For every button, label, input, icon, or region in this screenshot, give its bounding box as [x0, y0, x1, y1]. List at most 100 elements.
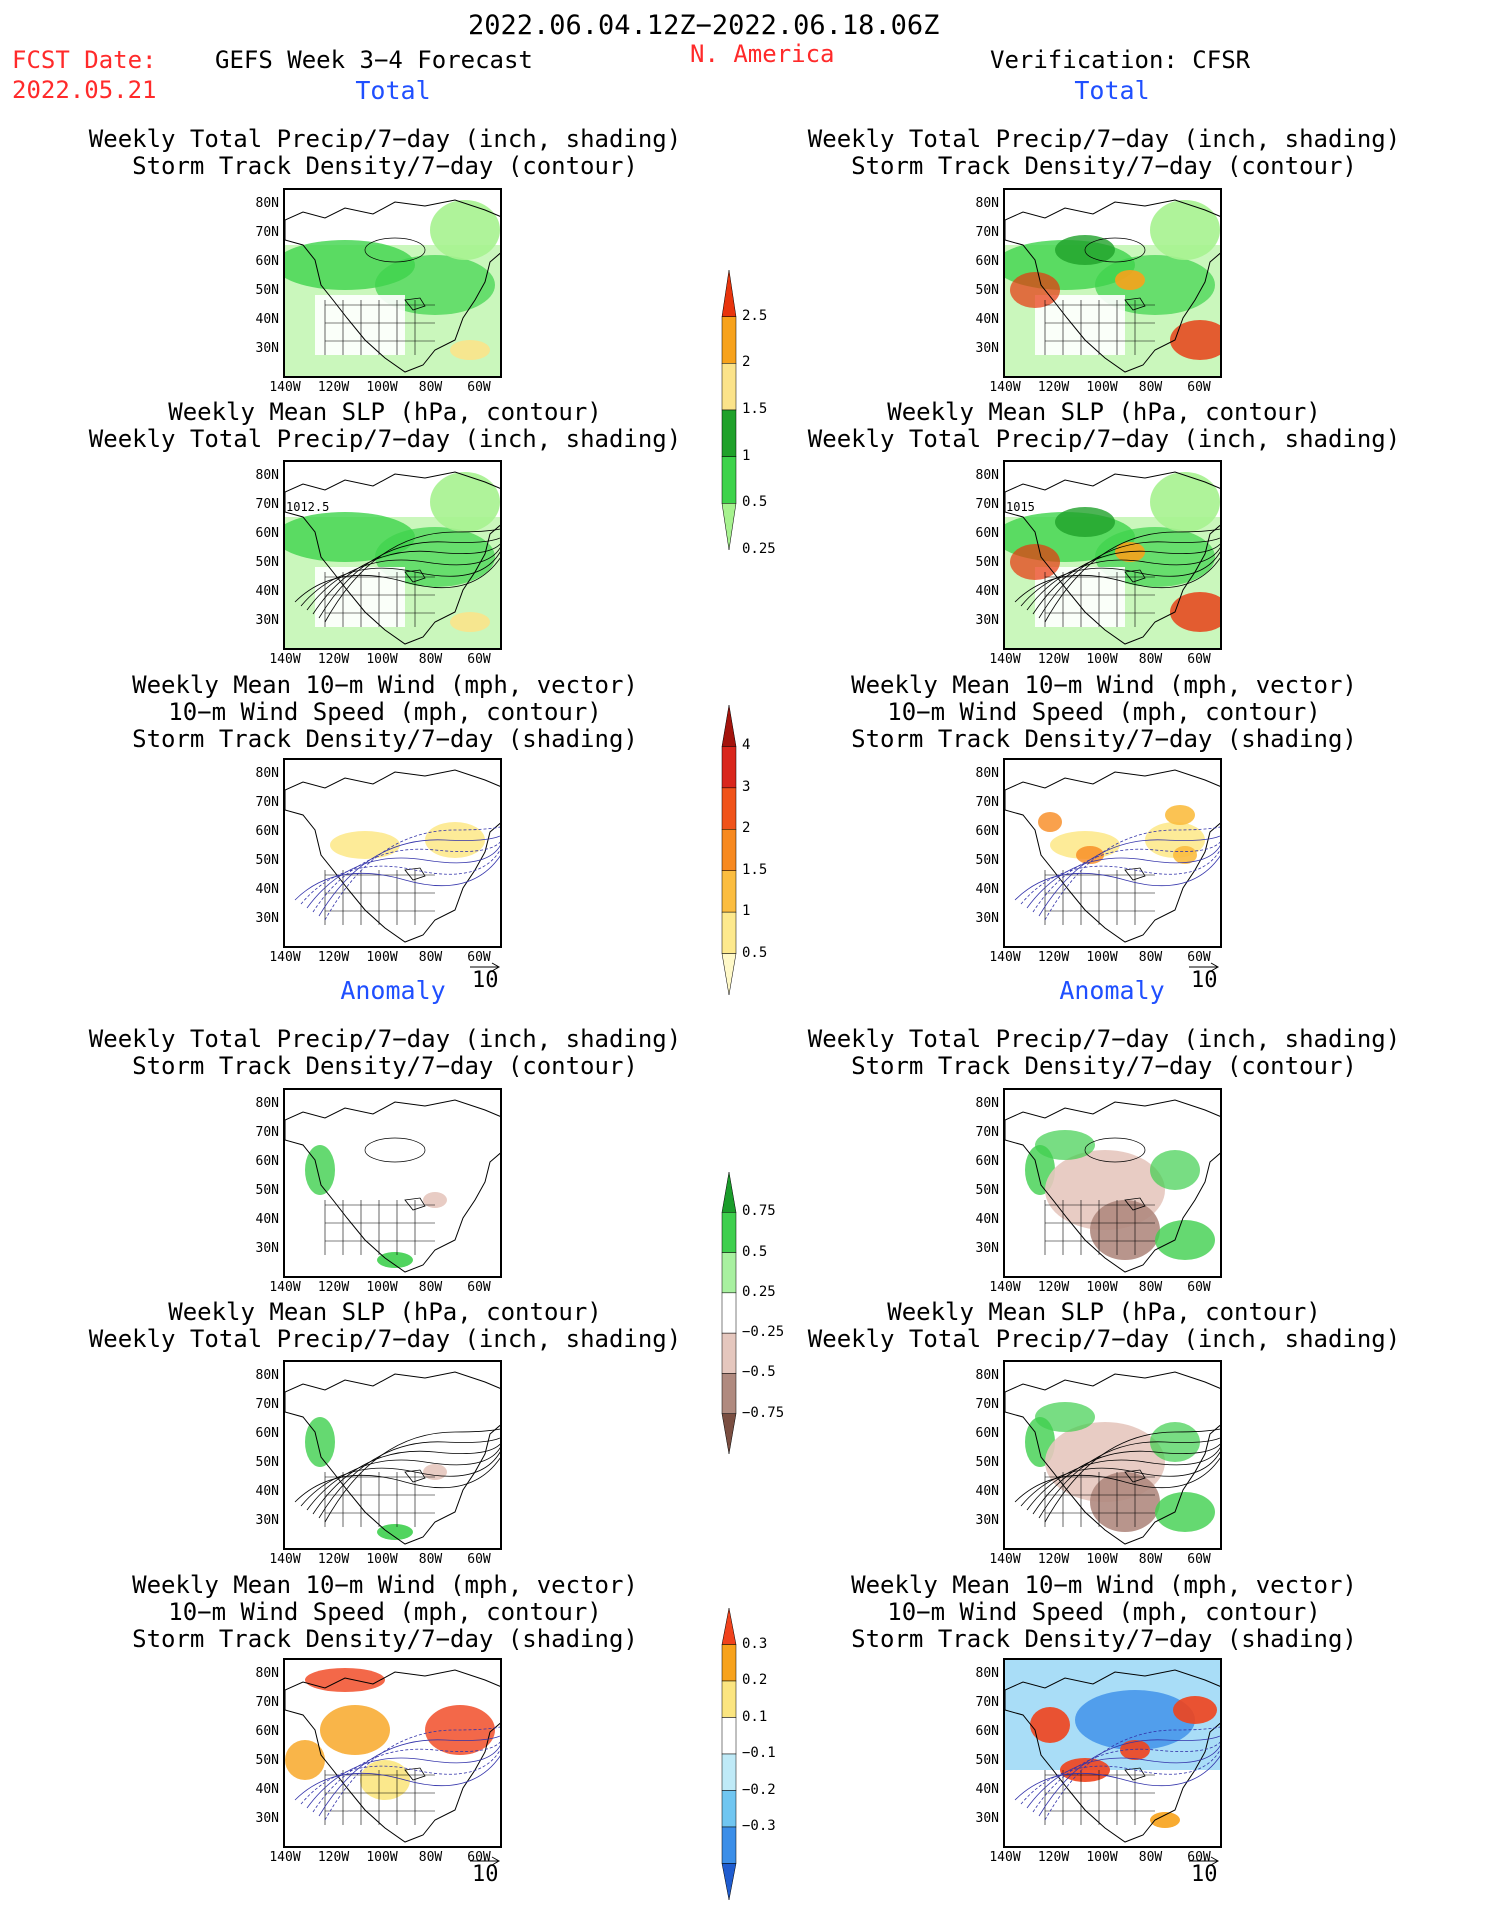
lat-tick-label: 70N	[975, 497, 999, 512]
colorbar-segment	[721, 1292, 737, 1334]
lat-tick-label: 70N	[255, 795, 279, 810]
lat-tick-label: 60N	[255, 824, 279, 839]
lat-tick-label: 80N	[975, 766, 999, 781]
colorbar-segment	[721, 1607, 737, 1645]
lat-tick-label: 40N	[975, 1484, 999, 1499]
lat-tick-label: 60N	[975, 526, 999, 541]
lat-tick-label: 40N	[255, 882, 279, 897]
lon-tick-label: 120W	[1037, 1280, 1070, 1295]
title-slp-precip-anom-right: Weekly Mean SLP (hPa, contour) Weekly To…	[807, 1298, 1401, 1353]
lon-tick-label: 100W	[366, 950, 398, 965]
colorbar-segment	[721, 1826, 737, 1864]
lon-tick-label: 60W	[1187, 652, 1211, 667]
colorbar-label: 0.3	[742, 1635, 768, 1652]
lat-tick-label: 40N	[975, 584, 999, 599]
section-anomaly-left: Anomaly	[340, 976, 446, 1005]
lat-tick-label: 50N	[255, 283, 279, 298]
lat-tick-label: 50N	[255, 853, 279, 868]
map-precip-right	[1005, 199, 1220, 376]
lon-tick-label: 60W	[1187, 380, 1211, 395]
lon-tick-label: 140W	[989, 652, 1021, 667]
lat-tick-label: 60N	[255, 526, 279, 541]
lon-tick-label: 100W	[1086, 652, 1118, 667]
lon-tick-label: 80W	[418, 380, 443, 395]
forecast-name: GEFS Week 3−4 Forecast	[215, 46, 533, 74]
lat-tick-label: 80N	[255, 1096, 279, 1111]
lon-tick-label: 60W	[467, 652, 491, 667]
colorbar-label: 2.5	[742, 307, 768, 324]
map-slp-right	[1005, 471, 1220, 648]
lat-tick-label: 40N	[255, 312, 279, 327]
lat-tick-label: 50N	[975, 1455, 999, 1470]
colorbar-label: 0.5	[742, 494, 768, 511]
lon-tick-label: 140W	[269, 380, 301, 395]
lon-tick-label: 60W	[467, 1280, 491, 1295]
lon-tick-label: 80W	[418, 950, 443, 965]
map-precip-left	[285, 199, 500, 376]
lon-tick-label: 100W	[1086, 950, 1118, 965]
title-precip-storm-left: Weekly Total Precip/7−day (inch, shading…	[88, 125, 682, 180]
colorbar-label: 1.5	[742, 861, 768, 878]
lat-tick-label: 70N	[975, 1125, 999, 1140]
lon-tick-label: 120W	[317, 652, 350, 667]
colorbar-label: 0.2	[742, 1672, 768, 1688]
colorbar-segment	[721, 1644, 737, 1682]
colorbar-label: −0.5	[742, 1364, 776, 1381]
map-panel-windAnom-right	[1003, 1658, 1222, 1848]
lat-tick-label: 40N	[975, 312, 999, 327]
lon-tick-label: 100W	[1086, 1552, 1118, 1567]
date-range: 2022.06.04.12Z−2022.06.18.06Z	[468, 10, 940, 41]
slp-contour-label: 1012.5	[286, 500, 330, 514]
colorbar-label: 2	[742, 820, 751, 837]
map-slpAnom-left	[285, 1371, 500, 1545]
lat-tick-label: 30N	[255, 341, 279, 356]
lat-tick-label: 80N	[975, 1666, 999, 1681]
title-wind-storm-right: Weekly Mean 10−m Wind (mph, vector) 10−m…	[851, 671, 1357, 753]
lon-tick-label: 80W	[418, 1552, 443, 1567]
lat-tick-label: 50N	[975, 1753, 999, 1768]
colorbar-label: 0.75	[742, 1203, 776, 1220]
colorbar-segment	[721, 1332, 737, 1374]
lat-tick-label: 30N	[255, 911, 279, 926]
colorbar-segment	[721, 456, 737, 504]
lon-tick-label: 80W	[418, 1850, 443, 1865]
lat-tick-label: 30N	[255, 1241, 279, 1256]
lat-tick-label: 60N	[255, 1154, 279, 1169]
section-anomaly-right: Anomaly	[1059, 976, 1165, 1005]
vector-reference-arrow	[1187, 1852, 1221, 1871]
lon-tick-label: 100W	[1086, 380, 1118, 395]
vector-reference-arrow	[1187, 958, 1221, 977]
title-wind-storm-anom-left: Weekly Mean 10−m Wind (mph, vector) 10−m…	[132, 1571, 638, 1653]
lat-tick-label: 70N	[975, 1397, 999, 1412]
title-slp-precip-anom-left: Weekly Mean SLP (hPa, contour) Weekly To…	[88, 1298, 682, 1353]
lon-tick-label: 140W	[989, 1280, 1021, 1295]
region-label: N. America	[690, 40, 835, 68]
lat-tick-label: 80N	[255, 1368, 279, 1383]
colorbar-label: 0.1	[742, 1708, 768, 1725]
colorbar-label: 0.25	[742, 541, 776, 557]
lat-tick-label: 30N	[975, 1513, 999, 1528]
lon-tick-label: 60W	[1187, 1280, 1211, 1295]
lat-tick-label: 40N	[975, 882, 999, 897]
lat-tick-label: 40N	[255, 1782, 279, 1797]
lat-tick-label: 70N	[255, 1695, 279, 1710]
colorbar-label: 1	[742, 447, 751, 464]
lat-tick-label: 30N	[975, 911, 999, 926]
map-panel-slp-right	[1003, 460, 1222, 650]
map-slpAnom-right	[1005, 1371, 1220, 1545]
colorbar-precip_total-wrap	[717, 260, 741, 564]
lon-tick-label: 120W	[1037, 380, 1070, 395]
colorbar-segment	[721, 1413, 737, 1455]
colorbar-segment	[721, 1252, 737, 1294]
lat-tick-label: 60N	[975, 1724, 999, 1739]
lat-tick-label: 60N	[975, 824, 999, 839]
colorbar-label: −0.25	[742, 1324, 785, 1341]
vector-reference-arrow	[468, 958, 502, 977]
lon-tick-label: 80W	[1138, 950, 1163, 965]
lon-tick-label: 120W	[1037, 652, 1070, 667]
lon-tick-label: 140W	[989, 1552, 1021, 1567]
lat-tick-label: 50N	[255, 1753, 279, 1768]
lat-tick-label: 80N	[255, 196, 279, 211]
colorbar-precip_anom	[721, 1171, 737, 1455]
lon-tick-label: 120W	[317, 1280, 350, 1295]
